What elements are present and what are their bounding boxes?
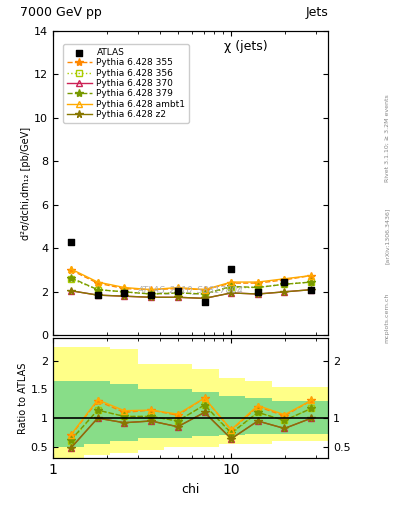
Y-axis label: d²σ/dchi,dm₁₂ [pb/GeV]: d²σ/dchi,dm₁₂ [pb/GeV]: [21, 126, 31, 240]
Pythia 6.428 379: [282, 281, 287, 287]
Pythia 6.428 355: [95, 280, 100, 286]
Pythia 6.428 355: [282, 277, 287, 283]
Pythia 6.428 355: [122, 286, 127, 292]
Pythia 6.428 z2: [69, 288, 73, 294]
Pythia 6.428 379: [309, 279, 314, 285]
Pythia 6.428 370: [229, 290, 233, 296]
Pythia 6.428 355: [149, 287, 153, 293]
ATLAS: [148, 291, 154, 299]
ATLAS: [228, 265, 234, 273]
Pythia 6.428 356: [175, 290, 180, 296]
Pythia 6.428 355: [309, 272, 314, 279]
ATLAS: [95, 291, 101, 299]
Pythia 6.428 370: [69, 288, 73, 294]
Text: ATLAS_2010_S8817804: ATLAS_2010_S8817804: [138, 285, 244, 294]
Text: χ (jets): χ (jets): [224, 40, 267, 53]
Pythia 6.428 z2: [202, 295, 207, 302]
Pythia 6.428 356: [229, 285, 233, 291]
Pythia 6.428 z2: [175, 294, 180, 301]
Pythia 6.428 z2: [149, 294, 153, 301]
Line: Pythia 6.428 356: Pythia 6.428 356: [68, 275, 314, 297]
Pythia 6.428 379: [255, 285, 260, 291]
Pythia 6.428 356: [255, 285, 260, 291]
Pythia 6.428 356: [309, 279, 314, 285]
Pythia 6.428 370: [282, 289, 287, 295]
ATLAS: [308, 286, 314, 294]
Pythia 6.428 370: [95, 292, 100, 298]
Pythia 6.428 370: [309, 287, 314, 293]
Legend: ATLAS, Pythia 6.428 355, Pythia 6.428 356, Pythia 6.428 370, Pythia 6.428 379, P: ATLAS, Pythia 6.428 355, Pythia 6.428 35…: [63, 45, 189, 123]
Pythia 6.428 355: [255, 280, 260, 286]
ATLAS: [174, 287, 181, 295]
Pythia 6.428 z2: [122, 293, 127, 299]
Pythia 6.428 356: [69, 275, 73, 282]
Text: Rivet 3.1.10; ≥ 3.2M events: Rivet 3.1.10; ≥ 3.2M events: [385, 94, 390, 182]
Pythia 6.428 ambt1: [202, 287, 207, 293]
Pythia 6.428 ambt1: [255, 279, 260, 285]
ATLAS: [255, 288, 261, 296]
Pythia 6.428 ambt1: [149, 287, 153, 293]
Pythia 6.428 356: [202, 291, 207, 297]
Pythia 6.428 379: [122, 289, 127, 295]
Text: mcplots.cern.ch: mcplots.cern.ch: [385, 292, 390, 343]
Pythia 6.428 379: [149, 291, 153, 297]
Pythia 6.428 z2: [255, 291, 260, 297]
Pythia 6.428 356: [282, 281, 287, 287]
ATLAS: [281, 278, 288, 286]
Pythia 6.428 ambt1: [309, 272, 314, 279]
Pythia 6.428 355: [202, 287, 207, 293]
Pythia 6.428 370: [202, 295, 207, 302]
Pythia 6.428 379: [202, 291, 207, 297]
Pythia 6.428 379: [69, 274, 73, 281]
Line: Pythia 6.428 370: Pythia 6.428 370: [68, 287, 314, 302]
Pythia 6.428 355: [229, 280, 233, 286]
Pythia 6.428 ambt1: [69, 266, 73, 272]
Pythia 6.428 379: [95, 287, 100, 293]
Pythia 6.428 379: [175, 290, 180, 296]
Pythia 6.428 379: [229, 283, 233, 289]
X-axis label: chi: chi: [182, 483, 200, 496]
ATLAS: [121, 289, 127, 297]
Pythia 6.428 z2: [95, 292, 100, 298]
Pythia 6.428 370: [149, 294, 153, 301]
Pythia 6.428 370: [175, 294, 180, 301]
Line: Pythia 6.428 355: Pythia 6.428 355: [67, 266, 316, 294]
Line: Pythia 6.428 z2: Pythia 6.428 z2: [67, 286, 315, 302]
Pythia 6.428 ambt1: [282, 275, 287, 282]
Pythia 6.428 356: [95, 287, 100, 293]
Pythia 6.428 355: [69, 267, 73, 273]
Y-axis label: Ratio to ATLAS: Ratio to ATLAS: [18, 362, 28, 434]
Pythia 6.428 370: [122, 293, 127, 299]
Pythia 6.428 370: [255, 291, 260, 297]
Pythia 6.428 356: [149, 291, 153, 297]
Pythia 6.428 z2: [229, 290, 233, 296]
Pythia 6.428 z2: [282, 289, 287, 295]
Pythia 6.428 356: [122, 289, 127, 295]
ATLAS: [68, 238, 74, 246]
ATLAS: [201, 297, 208, 306]
Pythia 6.428 ambt1: [175, 285, 180, 291]
Pythia 6.428 z2: [309, 287, 314, 293]
Pythia 6.428 ambt1: [229, 279, 233, 285]
Pythia 6.428 ambt1: [122, 285, 127, 291]
Text: 7000 GeV pp: 7000 GeV pp: [20, 6, 102, 18]
Text: Jets: Jets: [305, 6, 328, 18]
Line: Pythia 6.428 379: Pythia 6.428 379: [67, 273, 316, 298]
Text: [arXiv:1306.3436]: [arXiv:1306.3436]: [385, 207, 390, 264]
Pythia 6.428 ambt1: [95, 279, 100, 285]
Line: Pythia 6.428 ambt1: Pythia 6.428 ambt1: [68, 266, 314, 293]
Pythia 6.428 355: [175, 286, 180, 292]
